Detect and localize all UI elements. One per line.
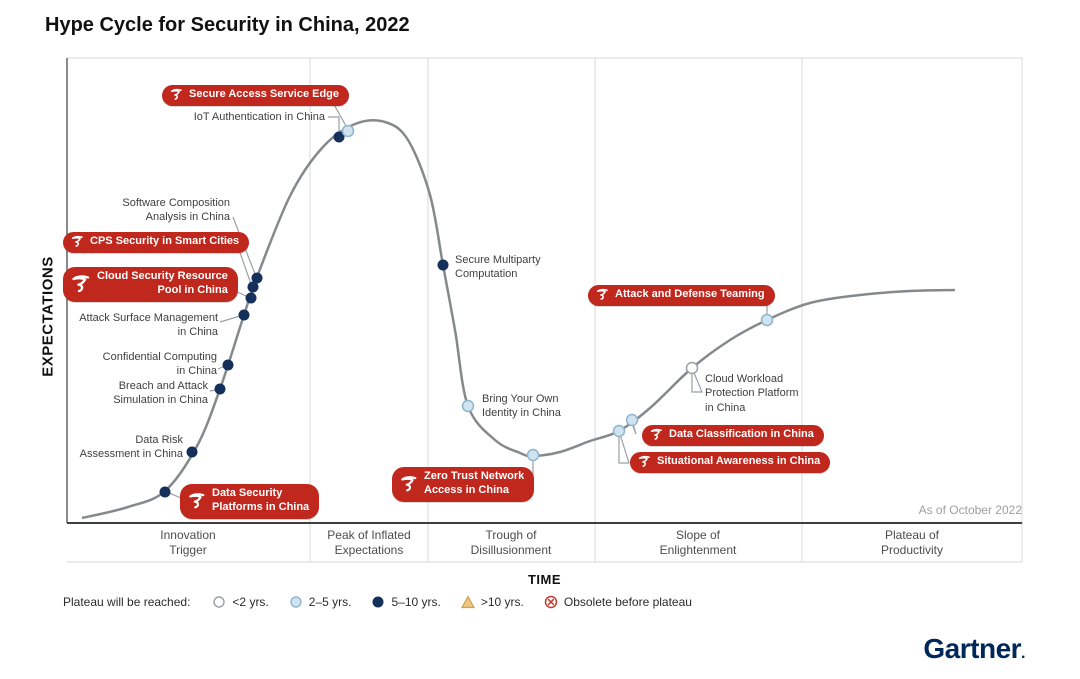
dot-breach-attack-simulation	[214, 383, 226, 395]
legend-label: Plateau will be reached:	[63, 595, 191, 609]
phase-label-slope-of: Slope of Enlightenment	[659, 528, 737, 557]
legend-item-lt2: <2 yrs.	[212, 595, 269, 609]
dot-cloud-security-resource-pool	[245, 292, 257, 304]
dot-attack-surface-management	[238, 309, 250, 321]
legend-item-2-5: 2–5 yrs.	[289, 595, 352, 609]
dot-cloud-workload-protection	[685, 361, 699, 375]
phase-label-innovation: Innovation Trigger	[160, 528, 216, 557]
dot-secure-multiparty-computation	[437, 259, 449, 271]
gartner-logo: Gartner.	[923, 633, 1025, 665]
legend-marker-gt10-icon	[460, 595, 475, 609]
as-of-date: As of October 2022	[918, 503, 1022, 517]
phase-label-peak-of-inflated: Peak of Inflated Expectations	[327, 528, 411, 557]
dot-software-composition-analysis	[251, 272, 263, 284]
dot-attack-defense-teaming	[760, 313, 774, 327]
legend-item-5-10: 5–10 yrs.	[371, 595, 441, 609]
legend-item-obsolete: Obsolete before plateau	[544, 595, 692, 609]
legend-item-label: 2–5 yrs.	[308, 595, 352, 609]
phase-label-plateau-of: Plateau of Productivity	[880, 528, 944, 557]
phase-label-trough-of: Trough of Disillusionment	[470, 528, 552, 557]
dot-bring-your-own-identity	[461, 399, 475, 413]
gartner-logo-text: Gartner	[923, 633, 1022, 664]
hype-curve	[81, 119, 956, 520]
legend: Plateau will be reached: <2 yrs. 2–5 yrs.…	[63, 595, 692, 609]
page-title: Hype Cycle for Security in China, 2022	[45, 14, 410, 36]
gartner-logo-mark: .	[1021, 645, 1025, 662]
dot-confidential-computing	[222, 359, 234, 371]
dot-situational-awareness	[612, 424, 626, 438]
x-axis-label: TIME	[527, 572, 562, 587]
dot-secure-access-service-edge	[341, 124, 355, 138]
legend-item-gt10: >10 yrs.	[460, 595, 524, 609]
dot-data-risk-assessment	[186, 446, 198, 458]
legend-item-label: <2 yrs.	[232, 595, 269, 609]
legend-item-label: 5–10 yrs.	[391, 595, 441, 609]
dot-data-security-platforms	[159, 486, 171, 498]
legend-marker-lt2-icon	[213, 596, 226, 608]
dot-iot-authentication	[333, 131, 345, 143]
legend-item-label: >10 yrs.	[480, 595, 524, 609]
legend-item-label: Obsolete before plateau	[563, 595, 692, 609]
legend-marker-obsolete-icon	[544, 595, 558, 609]
legend-marker-2-5-icon	[290, 596, 302, 608]
legend-marker-5-10-icon	[372, 596, 384, 608]
dot-cps-security-smart-cities	[247, 281, 259, 293]
dot-data-classification	[625, 413, 639, 427]
dot-zero-trust-network-access	[526, 448, 540, 462]
